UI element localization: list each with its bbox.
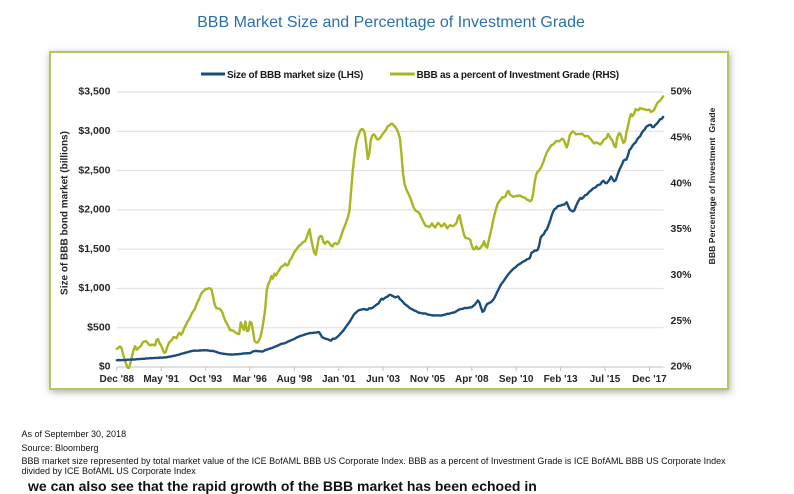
svg-text:Size of BBB market size (LHS): Size of BBB market size (LHS) <box>227 70 363 81</box>
svg-text:Sep '10: Sep '10 <box>499 374 534 385</box>
svg-text:$2,000: $2,000 <box>78 204 110 216</box>
svg-text:$1,000: $1,000 <box>78 282 110 294</box>
svg-text:$0: $0 <box>99 361 111 373</box>
svg-text:$3,000: $3,000 <box>78 125 110 137</box>
svg-text:Apr '08: Apr '08 <box>455 374 489 385</box>
svg-text:May '91: May '91 <box>143 374 179 385</box>
svg-text:Dec '88: Dec '88 <box>99 374 134 385</box>
svg-text:35%: 35% <box>671 223 693 235</box>
svg-text:45%: 45% <box>671 131 693 143</box>
svg-text:Jan '01: Jan '01 <box>322 374 356 385</box>
svg-text:30%: 30% <box>671 269 693 281</box>
svg-text:Dec '17: Dec '17 <box>632 374 667 385</box>
svg-text:40%: 40% <box>671 177 693 189</box>
svg-text:Nov '05: Nov '05 <box>410 374 446 385</box>
svg-text:BBB as a percent of Investment: BBB as a percent of Investment Grade (RH… <box>417 70 619 81</box>
svg-text:BBB Percentage of Investment: BBB Percentage of Investment Grade <box>707 107 717 264</box>
svg-text:Aug '98: Aug '98 <box>276 374 312 385</box>
svg-text:Jun '03: Jun '03 <box>366 374 400 385</box>
svg-text:Mar '96: Mar '96 <box>233 374 268 385</box>
svg-text:Oct '93: Oct '93 <box>189 374 222 385</box>
svg-text:50%: 50% <box>671 86 693 98</box>
svg-text:Feb '13: Feb '13 <box>544 374 578 385</box>
svg-text:$3,500: $3,500 <box>78 86 110 98</box>
svg-text:20%: 20% <box>671 361 693 373</box>
svg-text:$1,500: $1,500 <box>78 243 110 255</box>
svg-text:Jul '15: Jul '15 <box>590 374 621 385</box>
svg-text:25%: 25% <box>671 315 693 327</box>
svg-text:$500: $500 <box>87 322 111 334</box>
svg-text:Size of BBB bond market (billi: Size of BBB bond market (billions) <box>60 131 71 295</box>
svg-text:$2,500: $2,500 <box>78 164 110 176</box>
